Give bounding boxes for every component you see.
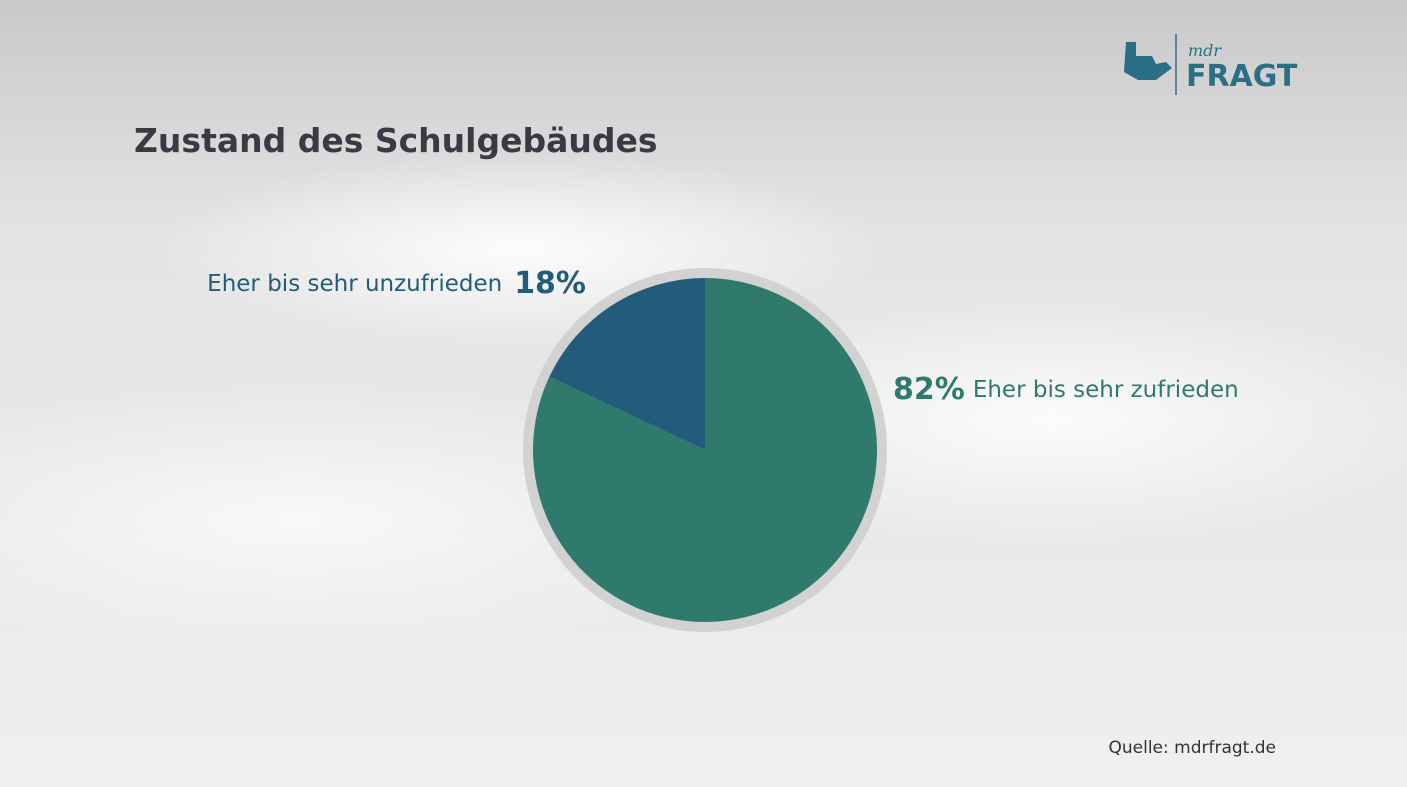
source: Quelle: mdrfragt.de xyxy=(1109,738,1277,758)
logo-small: mdr xyxy=(1188,41,1222,60)
value-label: 18% xyxy=(514,266,586,301)
logo-large: FRAGT xyxy=(1186,59,1298,94)
slice-label: 82% Eher bis sehr zufrieden xyxy=(893,372,1239,407)
category-label: Eher bis sehr unzufrieden xyxy=(207,271,502,297)
slice-label: Eher bis sehr unzufrieden 18% xyxy=(207,266,586,301)
logo-icon xyxy=(1124,42,1172,80)
value-label: 82% xyxy=(893,372,965,407)
chart-title: Zustand des Schulgebäudes xyxy=(134,121,658,160)
category-label: Eher bis sehr zufrieden xyxy=(973,377,1239,403)
logo: mdr FRAGT xyxy=(1124,34,1298,95)
pie-slice xyxy=(549,278,705,450)
